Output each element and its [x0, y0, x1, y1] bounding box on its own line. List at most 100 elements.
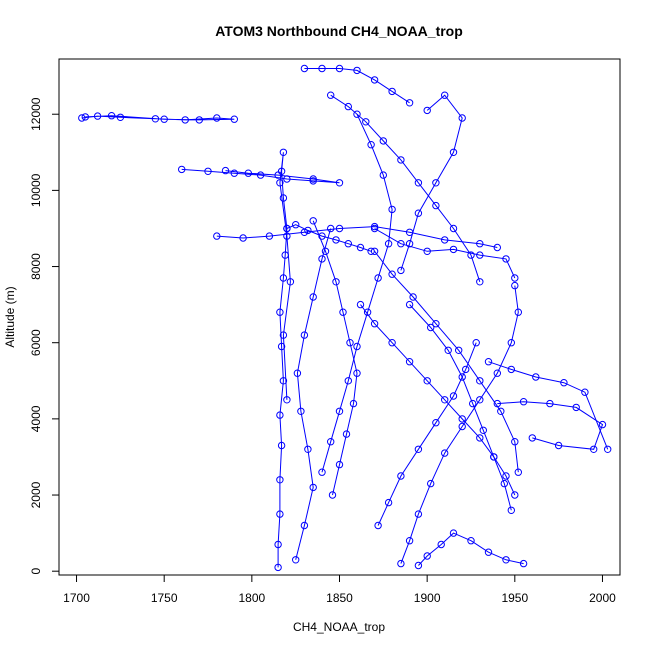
data-point [276, 179, 284, 187]
data-point [581, 388, 589, 396]
data-point [476, 377, 484, 385]
data-point [432, 201, 440, 210]
data-point [318, 64, 326, 73]
series-line [295, 228, 332, 560]
data-point [511, 274, 519, 282]
data-point [309, 177, 317, 185]
data-point [374, 521, 382, 530]
data-point [276, 411, 284, 419]
data-point [511, 491, 519, 499]
data-point [274, 540, 282, 549]
data-point [500, 479, 508, 488]
data-point [469, 399, 477, 408]
data-point [484, 548, 493, 556]
data-point [304, 226, 312, 235]
data-point [356, 243, 365, 252]
y-axis-title: Altitude (m) [3, 286, 17, 347]
data-point [458, 422, 466, 431]
series-10 [370, 247, 522, 476]
data-point [511, 281, 519, 290]
data-point [276, 510, 284, 518]
data-point [532, 373, 540, 381]
x-axis-title: CH4_NOAA_trop [293, 620, 385, 634]
series-7 [397, 91, 466, 275]
plot-frame [58, 58, 621, 576]
x-tick-label: 1750 [151, 591, 178, 605]
data-point [356, 300, 365, 309]
series-line [286, 224, 372, 252]
data-point [388, 205, 396, 214]
data-point [344, 377, 352, 385]
data-point [476, 434, 484, 442]
series-line [81, 115, 235, 121]
data-point [432, 320, 440, 328]
data-point [274, 563, 282, 572]
data-point [388, 270, 396, 278]
series-line [374, 250, 519, 473]
data-point [458, 415, 466, 423]
data-point [292, 221, 300, 229]
data-point [93, 112, 102, 120]
data-point [274, 171, 282, 179]
data-point [286, 278, 295, 286]
data-point [279, 274, 288, 282]
data-point [230, 115, 239, 123]
data-point [279, 377, 288, 385]
data-point [221, 166, 230, 175]
data-point [344, 240, 352, 248]
data-point [107, 112, 116, 120]
data-point [81, 113, 90, 121]
data-point [309, 217, 317, 225]
data-point [493, 243, 501, 252]
series-line [360, 304, 516, 496]
series-3 [178, 165, 344, 187]
data-point [388, 87, 396, 96]
series-layer [78, 64, 612, 572]
data-point [572, 403, 580, 412]
data-point [472, 339, 480, 347]
data-point [300, 521, 309, 530]
data-point [507, 365, 515, 374]
data-point [353, 369, 361, 377]
data-point [414, 445, 423, 453]
data-point [502, 472, 510, 480]
data-point [397, 559, 405, 568]
series-line [304, 68, 410, 104]
data-point [560, 379, 568, 387]
data-point [414, 561, 423, 570]
data-point [490, 453, 498, 461]
data-point [346, 339, 354, 347]
data-point [449, 392, 458, 400]
y-tick-label: 2000 [29, 481, 43, 508]
data-point [332, 236, 340, 244]
data-point [511, 438, 519, 446]
data-point [507, 506, 515, 514]
data-point [502, 556, 510, 564]
data-point [455, 346, 463, 354]
data-point [397, 266, 405, 275]
data-point [519, 398, 528, 406]
data-point [230, 169, 239, 177]
data-point [519, 559, 528, 568]
series-line [374, 228, 516, 279]
data-point [213, 114, 221, 122]
data-point [239, 234, 247, 242]
data-point [283, 175, 291, 183]
data-point [370, 224, 379, 233]
series-line [321, 113, 393, 473]
data-point [195, 116, 204, 124]
data-point [441, 449, 449, 457]
data-point [423, 377, 431, 385]
data-point [423, 552, 431, 560]
series-20 [283, 221, 375, 256]
data-point [151, 115, 160, 123]
data-point [444, 346, 452, 354]
chart-title: ATOM3 Northbound CH4_NOAA_trop [215, 23, 463, 39]
data-point [318, 232, 326, 240]
data-point [178, 165, 186, 174]
data-point [384, 498, 393, 507]
data-point [479, 426, 487, 434]
data-point [476, 396, 484, 404]
data-point [414, 209, 423, 217]
